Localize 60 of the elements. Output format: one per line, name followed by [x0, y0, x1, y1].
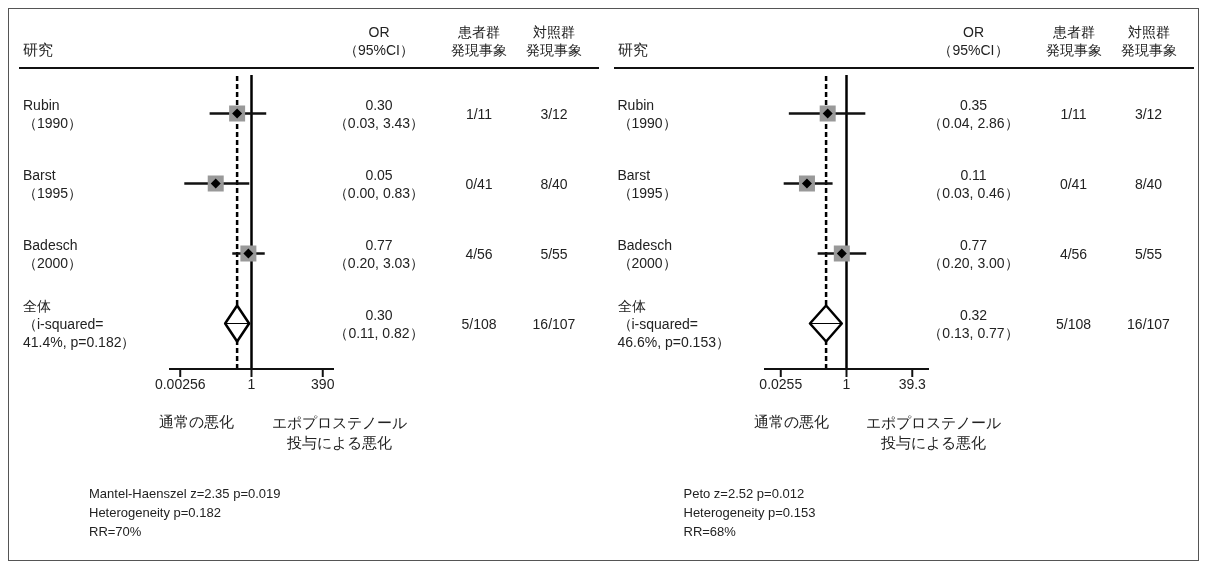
text: 16/107 [1127, 315, 1170, 332]
text: 対照群 [1127, 23, 1170, 41]
text: 1/11 [465, 105, 493, 122]
y-axis-title: 研究 [617, 41, 648, 60]
text: 0.30 （0.11, 0.82） [334, 305, 424, 342]
x-tick-label: 390 [311, 375, 335, 392]
text: 5/108 [1055, 315, 1092, 332]
text: 発現事象 [526, 41, 582, 59]
text: 8/40 [1134, 175, 1163, 192]
text: 患者群 [1052, 23, 1095, 41]
text: 対照群 [533, 23, 575, 41]
y-tick-label: Barst （1995） [617, 165, 677, 202]
text: Mantel-Haenszel z=2.35 p=0.019 [89, 485, 281, 503]
text: 1/11 [1060, 105, 1087, 122]
text: エポプロステノール投与による悪化 [270, 413, 408, 453]
text: 3/12 [1134, 105, 1163, 122]
data-label: 0.35 （0.04, 2.86） [928, 95, 1019, 132]
text: 8/40 [540, 175, 568, 192]
data-label: 0.05 （0.00, 0.83） [333, 165, 425, 202]
data-label: 0.11 （0.03, 0.46） [928, 165, 1019, 202]
y-tick-label: Rubin （1990） [23, 95, 83, 132]
y-tick-label: Barst （1995） [23, 165, 83, 202]
text: エポプロステノール投与による悪化 [865, 413, 1003, 453]
text: Peto z=2.52 p=0.012 [683, 485, 806, 503]
text: 4/56 [465, 245, 493, 262]
text: 通常の悪化 [159, 413, 234, 432]
data-label: 0.77 （0.20, 3.03） [333, 235, 425, 272]
y-tick-label: 全体（i-squared= 41.4%, p=0.182） [23, 296, 136, 351]
x-tick-label: 0.0255 [758, 375, 802, 392]
text: 16/107 [532, 315, 576, 332]
x-tick-label: 39.3 [898, 375, 926, 392]
text: 患者群 [458, 23, 500, 41]
x-tick-label: 0.00256 [154, 375, 206, 392]
text: 0/41 [465, 175, 493, 192]
text: 4/56 [1059, 245, 1088, 262]
x-tick-label: 1 [842, 375, 851, 392]
y-tick-label: Badesch （2000） [23, 235, 83, 272]
text: 0/41 [1059, 175, 1088, 192]
text: 通常の悪化 [753, 413, 829, 432]
y-tick-label: Rubin （1990） [617, 95, 677, 132]
text: 発現事象 [1120, 41, 1177, 59]
text: Heterogeneity p=0.153 [683, 504, 816, 522]
text: OR （95%CI） [343, 23, 415, 59]
text: 3/12 [540, 105, 568, 122]
data-label: 0.77 （0.20, 3.00） [928, 235, 1019, 272]
text: Heterogeneity p=0.182 [89, 504, 222, 522]
text: 5/55 [1134, 245, 1163, 262]
text: RR=68% [683, 523, 737, 541]
data-label: 0.30 （0.03, 3.43） [333, 95, 425, 132]
text: RR=70% [89, 523, 143, 541]
annotation: 0.32 （0.13, 0.77） [928, 305, 1019, 342]
text: 5/108 [461, 315, 497, 332]
text: 発現事象 [1045, 41, 1102, 59]
text: 5/55 [540, 245, 568, 262]
x-tick-label: 1 [247, 375, 256, 392]
y-axis-title: 研究 [23, 41, 53, 60]
text: 発現事象 [451, 41, 507, 59]
text: OR （95%CI） [938, 23, 1009, 59]
y-tick-label: 全体（i-squared= 46.6%, p=0.153） [617, 296, 730, 351]
y-tick-label: Badesch （2000） [617, 235, 677, 272]
